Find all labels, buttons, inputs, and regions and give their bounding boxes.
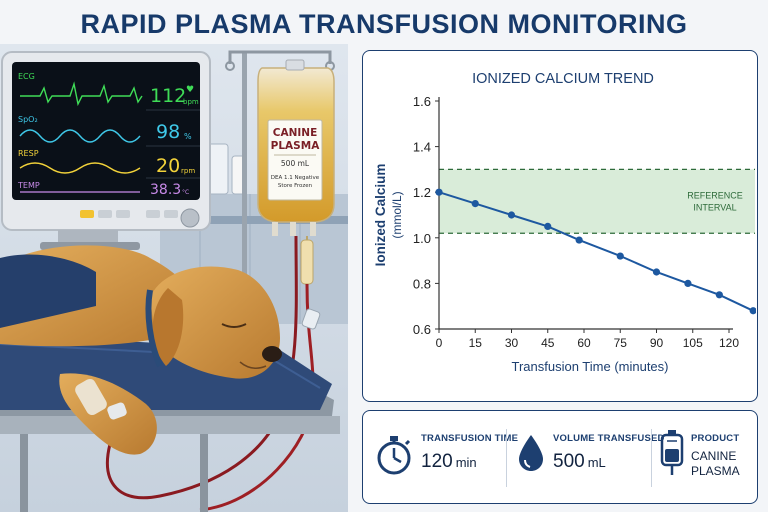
- droplet-icon: [519, 435, 543, 471]
- x-tick-label: 105: [683, 336, 703, 350]
- x-tick-label: 90: [650, 336, 664, 350]
- dog-blanket: [0, 254, 96, 328]
- data-point: [684, 279, 692, 287]
- product-item: PRODUCT CANINE PLASMA: [653, 411, 757, 505]
- y-tick-label: 1.4: [413, 140, 431, 155]
- reference-band: [439, 169, 755, 234]
- dog-closed-eye: [221, 323, 247, 328]
- product-line2: PLASMA: [691, 464, 740, 478]
- bag-note-line2: Store Frozen: [278, 183, 313, 189]
- heart-icon: ♥: [186, 85, 194, 95]
- y-tick-label: 1.2: [413, 185, 431, 200]
- clinical-scene: CANINE PLASMA 500 mL DEA 1.1 Negative St…: [0, 44, 348, 512]
- bag-title-line1: CANINE: [273, 127, 318, 139]
- resp-label: RESP: [18, 149, 39, 158]
- x-axis-label: Transfusion Time (minutes): [511, 359, 668, 374]
- data-point: [471, 200, 479, 208]
- vital-signs-monitor: ECG 112 bpm ♥ SpO₂ 98 % RESP 20 rpm TEMP…: [1, 51, 211, 250]
- product-line1: CANINE: [691, 449, 737, 463]
- data-point: [435, 188, 443, 196]
- calcium-trend-panel: IONIZED CALCIUM TREND 0.6 0.8 1.0 1.2 1.4 1.6…: [362, 50, 758, 402]
- blood-bag-icon: [660, 430, 684, 475]
- transfusion-summary-panel: TRANSFUSION TIME 120 min VOLUME TRANSFUSE…: [362, 410, 758, 504]
- y-tick-label: 0.6: [413, 322, 431, 337]
- calcium-trend-chart: IONIZED CALCIUM TREND 0.6 0.8 1.0 1.2 1.4 1.6…: [373, 71, 756, 374]
- transfusion-time-value: 120 min: [421, 451, 477, 472]
- y-tick-label: 0.8: [413, 276, 431, 291]
- data-point: [544, 222, 552, 230]
- divider: [506, 429, 507, 487]
- x-tick-label: 75: [614, 336, 628, 350]
- volume-transfused-label: VOLUME TRANSFUSED: [553, 433, 665, 444]
- ecg-label: ECG: [18, 72, 35, 81]
- volume-transfused-item: VOLUME TRANSFUSED 500 mL: [509, 411, 664, 505]
- iv-catheter: [107, 402, 127, 420]
- x-tick-label: 120: [719, 336, 739, 350]
- spo2-unit: %: [184, 132, 192, 141]
- spo2-label: SpO₂: [18, 115, 38, 124]
- chart-title: IONIZED CALCIUM TREND: [472, 71, 654, 87]
- page-title: RAPID PLASMA TRANSFUSION MONITORING: [80, 9, 688, 39]
- resp-value: 20: [156, 155, 180, 177]
- data-point: [616, 252, 624, 260]
- monitor-alarm-button[interactable]: [80, 210, 94, 218]
- x-tick-label: 45: [541, 336, 555, 350]
- dog-collar: [145, 289, 163, 368]
- x-tick-label: 15: [469, 336, 483, 350]
- transfusion-time-label: TRANSFUSION TIME: [421, 433, 519, 444]
- monitor-button-1[interactable]: [98, 210, 112, 218]
- bag-volume: 500 mL: [281, 159, 310, 168]
- bag-note-line1: DEA 1.1 Negative: [271, 175, 320, 181]
- divider: [651, 429, 652, 487]
- data-point: [575, 236, 583, 244]
- x-tick-label: 60: [577, 336, 591, 350]
- y-tick-label: 1.6: [413, 94, 431, 109]
- data-point: [715, 291, 723, 299]
- ecg-unit: bpm: [183, 98, 199, 106]
- product-label: PRODUCT: [691, 433, 740, 444]
- data-point: [652, 268, 661, 276]
- reference-label-line1: REFERENCE: [687, 190, 743, 200]
- ecg-value: 112: [150, 85, 186, 107]
- y-axis-label-line1: Ionized Calcium: [373, 164, 388, 267]
- dog: [0, 245, 282, 455]
- y-axis-label-line2: (mmol/L): [390, 191, 404, 238]
- reference-label-line2: INTERVAL: [693, 202, 736, 212]
- monitor-knob[interactable]: [180, 208, 200, 228]
- dog-ear: [152, 288, 184, 366]
- transfusion-time-item: TRANSFUSION TIME 120 min: [363, 411, 518, 505]
- iv-tubing: [105, 235, 321, 512]
- y-tick-label: 1.0: [413, 231, 431, 246]
- x-tick-label: 30: [505, 336, 519, 350]
- x-tick-label: 0: [436, 336, 443, 350]
- resp-unit: rpm: [181, 167, 195, 175]
- temp-label: TEMP: [17, 181, 40, 190]
- temp-value: 38.3: [150, 182, 181, 198]
- temp-unit: °C: [182, 189, 189, 196]
- monitor-button-3[interactable]: [146, 210, 160, 218]
- dog-nose: [262, 346, 282, 362]
- data-point: [749, 307, 756, 315]
- monitor-button-4[interactable]: [164, 210, 178, 218]
- series-line: [438, 191, 754, 312]
- bandage: [75, 378, 107, 416]
- iv-pole: [225, 50, 335, 292]
- stopwatch-icon: [377, 436, 411, 475]
- plasma-bag: CANINE PLASMA 500 mL DEA 1.1 Negative St…: [257, 59, 335, 236]
- data-point: [507, 211, 516, 219]
- spo2-value: 98: [156, 121, 180, 143]
- bag-title-line2: PLASMA: [271, 140, 321, 152]
- volume-transfused-value: 500 mL: [553, 451, 606, 472]
- monitor-button-2[interactable]: [116, 210, 130, 218]
